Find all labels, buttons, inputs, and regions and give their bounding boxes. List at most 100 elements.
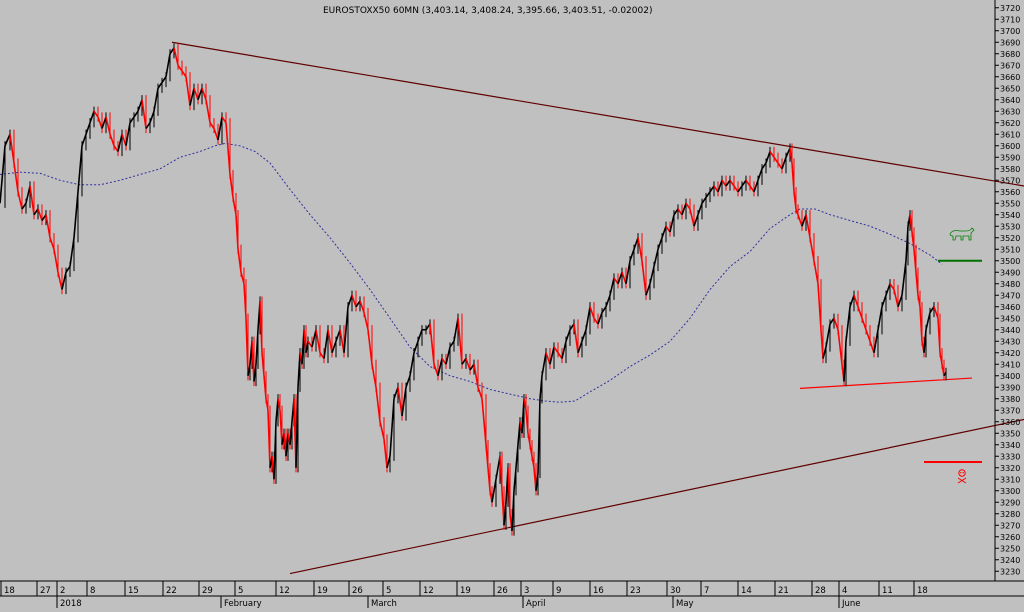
x-tick-label: 18 (4, 586, 15, 596)
price-segment (393, 386, 399, 400)
price-segment (495, 456, 501, 480)
price-segment (17, 191, 23, 210)
price-segment (97, 116, 103, 129)
x-tick-label: 14 (741, 586, 752, 596)
price-segment (853, 294, 859, 308)
y-tick-label: 3270 (1000, 521, 1020, 530)
price-segment (457, 318, 463, 365)
x-tick-label: 2 (60, 586, 65, 596)
y-tick-label: 3500 (1000, 257, 1020, 266)
month-label: June (841, 599, 861, 608)
price-segment (73, 191, 79, 238)
trendline-layer (171, 41, 1024, 575)
y-tick-label: 3670 (1000, 61, 1020, 70)
price-segment (893, 289, 899, 307)
y-tick-label: 3590 (1000, 153, 1020, 162)
price-segment (753, 179, 759, 193)
price-segment (857, 306, 863, 319)
price-segment (359, 300, 365, 313)
price-segment (597, 312, 603, 325)
price-segment (617, 271, 623, 285)
y-tick-label: 3680 (1000, 50, 1020, 59)
price-segment (889, 283, 895, 290)
price-segment (465, 358, 471, 371)
price-segment (379, 421, 385, 440)
price-segment (557, 352, 563, 359)
price-segment (797, 214, 803, 227)
y-tick-label: 3390 (1000, 383, 1020, 392)
y-tick-label: 3340 (1000, 441, 1020, 450)
price-segment (861, 317, 867, 331)
x-tick-label: 18 (917, 586, 928, 596)
price-segment (9, 134, 15, 164)
price-segment (77, 145, 83, 192)
price-segment (343, 306, 349, 353)
price-segment (157, 82, 163, 89)
price-segment (33, 208, 39, 216)
month-label: May (676, 599, 694, 608)
price-segment (445, 346, 451, 365)
price-segment (389, 398, 395, 457)
price-segment (193, 87, 199, 101)
y-tick-label: 3620 (1000, 119, 1020, 128)
price-segment (565, 329, 571, 342)
price-segment (885, 283, 891, 296)
price-segment (693, 214, 699, 227)
price-segment (169, 47, 175, 55)
price-segment (405, 375, 411, 388)
y-tick-label: 3440 (1000, 326, 1020, 335)
price-segment (477, 386, 483, 400)
y-tick-label: 3310 (1000, 475, 1020, 484)
price-segment (339, 329, 345, 353)
price-segment (401, 387, 407, 417)
moving-average-layer (0, 142, 943, 403)
trendline (171, 41, 1024, 187)
price-segment (657, 237, 663, 250)
price-segment (461, 358, 467, 365)
y-tick-label: 3660 (1000, 73, 1020, 82)
y-tick-label: 3400 (1000, 372, 1020, 381)
price-segment (825, 323, 831, 348)
price-segment (577, 340, 583, 354)
price-segment (601, 306, 607, 313)
price-segment (845, 306, 851, 342)
y-tick-label: 3560 (1000, 188, 1020, 197)
price-segment (161, 76, 167, 83)
price-segment (13, 162, 19, 192)
x-tick-label: 4 (842, 586, 847, 596)
price-segment (473, 364, 479, 388)
price-segment (785, 147, 791, 158)
price-segment (773, 156, 779, 164)
price-segment (57, 272, 63, 290)
price-segment (347, 294, 353, 308)
y-tick-label: 3370 (1000, 406, 1020, 415)
y-tick-label: 3290 (1000, 498, 1020, 507)
x-tick-label: 27 (40, 586, 51, 596)
price-segment (149, 110, 155, 124)
price-segment (645, 283, 651, 296)
x-tick-label: 19 (317, 586, 328, 596)
price-segment (781, 156, 787, 170)
price-segment (315, 329, 321, 353)
price-segment (625, 260, 631, 284)
y-tick-label: 3260 (1000, 533, 1020, 542)
y-tick-label: 3460 (1000, 303, 1020, 312)
price-segment (865, 329, 871, 342)
price-segment (41, 214, 47, 221)
price-segment (307, 340, 313, 348)
y-tick-label: 3480 (1000, 280, 1020, 289)
month-label-layer: 2018 February March April May June (56, 596, 861, 609)
y-tick-label: 3690 (1000, 38, 1020, 47)
x-tick-label: 9 (556, 586, 561, 596)
price-segment (89, 110, 95, 124)
y-tick-label: 3250 (1000, 544, 1020, 553)
price-segment (101, 116, 107, 129)
price-segment (805, 214, 811, 238)
price-segment (681, 202, 687, 216)
price-segment (45, 214, 51, 238)
price-segment (733, 185, 739, 193)
y-tick-label: 3490 (1000, 268, 1020, 277)
price-segment (327, 329, 333, 353)
price-segment (209, 122, 215, 129)
